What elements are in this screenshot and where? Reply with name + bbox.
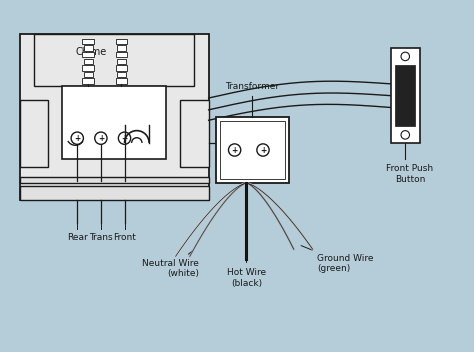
Circle shape xyxy=(257,144,269,156)
Text: +: + xyxy=(231,145,238,155)
Bar xyxy=(116,52,127,57)
Text: Front Push
Button: Front Push Button xyxy=(386,164,434,184)
Circle shape xyxy=(71,132,83,144)
Circle shape xyxy=(118,132,131,144)
Text: Trans: Trans xyxy=(89,233,113,242)
Bar xyxy=(83,45,92,51)
Circle shape xyxy=(401,131,410,139)
Bar xyxy=(19,177,209,183)
Bar xyxy=(391,48,420,143)
Bar xyxy=(216,117,289,183)
Text: +: + xyxy=(260,145,266,155)
Text: Ground Wire
(green): Ground Wire (green) xyxy=(301,246,374,274)
Bar xyxy=(82,78,94,84)
Bar xyxy=(19,34,209,200)
Text: Hot Wire
(black): Hot Wire (black) xyxy=(227,257,266,288)
Bar xyxy=(62,86,166,159)
Bar xyxy=(83,58,92,64)
Bar xyxy=(395,65,415,126)
Bar xyxy=(117,58,126,64)
Bar xyxy=(117,72,126,77)
Circle shape xyxy=(95,132,107,144)
Bar xyxy=(117,45,126,51)
Bar xyxy=(82,52,94,57)
Bar xyxy=(219,121,285,179)
Bar xyxy=(116,65,127,71)
Bar xyxy=(82,39,94,44)
Bar xyxy=(83,72,92,77)
Bar xyxy=(19,100,48,166)
Text: Rear: Rear xyxy=(67,233,88,242)
Bar xyxy=(116,39,127,44)
Text: Chime: Chime xyxy=(76,48,107,57)
Bar xyxy=(116,78,127,84)
Bar xyxy=(34,34,194,86)
Circle shape xyxy=(228,144,241,156)
Bar xyxy=(180,100,209,166)
Bar xyxy=(82,65,94,71)
Text: Neutral Wire
(white): Neutral Wire (white) xyxy=(142,251,199,278)
Text: +: + xyxy=(98,134,104,143)
Text: Transformer: Transformer xyxy=(225,82,279,91)
Text: Front: Front xyxy=(113,233,136,242)
Bar xyxy=(19,187,209,200)
Circle shape xyxy=(401,52,410,61)
Text: +: + xyxy=(74,134,81,143)
Text: +: + xyxy=(121,134,128,143)
